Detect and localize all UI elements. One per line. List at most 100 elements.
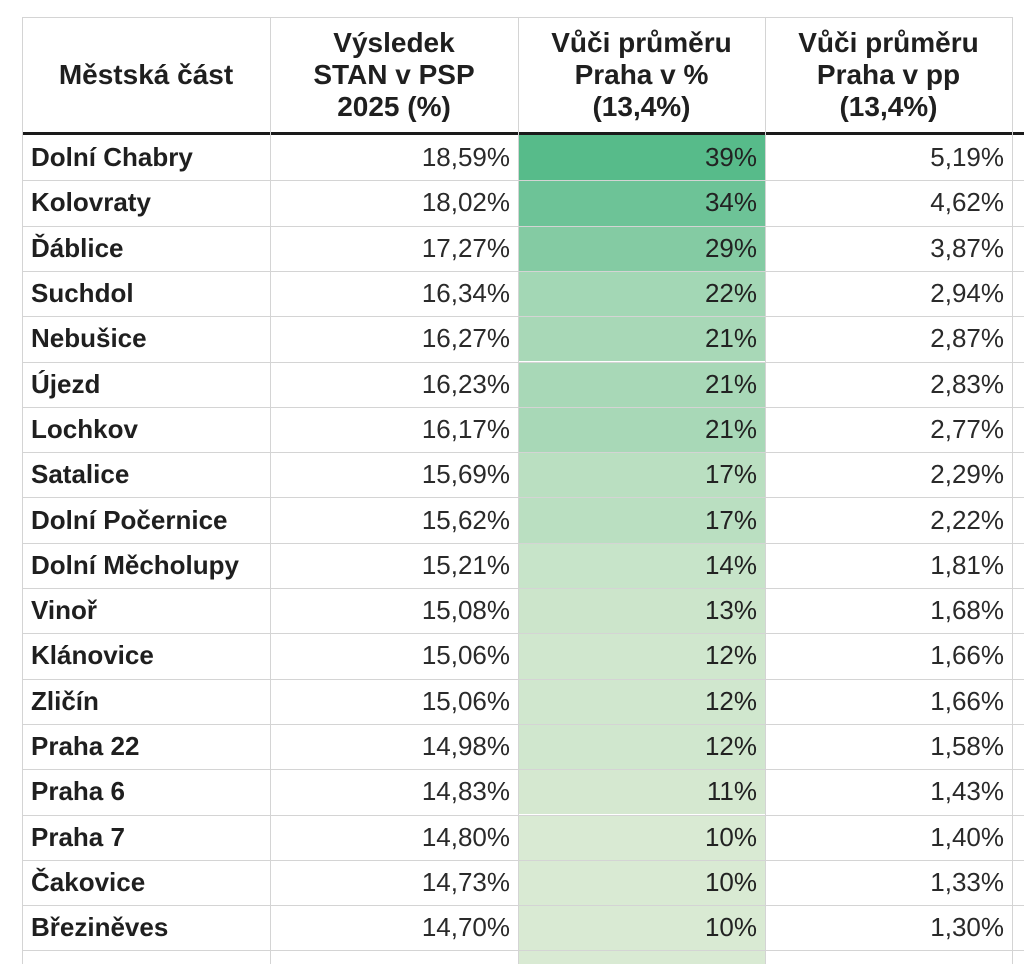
cell-result[interactable]: 15,69% (421, 459, 510, 490)
cell-vs-avg-pp[interactable]: 4,62% (930, 187, 1004, 218)
cell-district[interactable]: Praha 22 (31, 731, 140, 762)
cell-district[interactable]: Nebušice (31, 323, 147, 354)
grid-line-row (22, 407, 1024, 408)
cell-result[interactable]: 14,83% (421, 776, 510, 807)
cell-result[interactable]: 14,98% (421, 731, 510, 762)
cell-vs-avg-pct[interactable]: 10% (518, 814, 765, 860)
cell-vs-avg-pct[interactable]: 17% (518, 452, 765, 498)
cell-vs-avg-pp[interactable]: 2,29% (930, 459, 1004, 490)
cell-vs-avg-pct[interactable]: 12% (518, 633, 765, 679)
cell-vs-avg-pp[interactable]: 1,81% (930, 549, 1004, 580)
cell-vs-avg-pct[interactable]: 11% (518, 769, 765, 815)
column-header-result[interactable]: Výsledek STAN v PSP 2025 (%) (313, 27, 475, 122)
cell-result[interactable]: 15,06% (421, 685, 510, 716)
grid-line-col (765, 17, 766, 964)
cell-vs-avg-pct[interactable]: 29% (518, 225, 765, 271)
cell-vs-avg-pct[interactable]: 22% (518, 270, 765, 317)
cell-district[interactable]: Suchdol (31, 278, 134, 309)
grid-line-row (22, 815, 1024, 816)
cell-vs-avg-pp[interactable]: 1,33% (930, 866, 1004, 897)
cell-district[interactable]: Březiněves (31, 912, 169, 943)
cell-result[interactable]: 16,17% (421, 413, 510, 444)
cell-district[interactable]: Zličín (31, 685, 99, 716)
grid-line-row (22, 633, 1024, 634)
cell-vs-avg-pp[interactable]: 1,66% (930, 640, 1004, 671)
cell-district[interactable]: Újezd (31, 368, 101, 399)
cell-vs-avg-pp[interactable]: 2,87% (930, 323, 1004, 354)
grid-line-row (22, 950, 1024, 951)
cell-vs-avg-pp[interactable]: 3,87% (930, 232, 1004, 263)
cell-district[interactable]: Čakovice (31, 866, 146, 897)
grid-line-col (1012, 17, 1013, 964)
grid-line-col (22, 17, 23, 964)
column-header-vs-avg-pp[interactable]: Vůči průměru Praha v pp (13,4%) (798, 27, 979, 122)
cell-vs-avg-pp[interactable]: 2,77% (930, 413, 1004, 444)
cell-district[interactable]: Vinoř (31, 595, 97, 626)
cell-result[interactable]: 14,80% (421, 821, 510, 852)
grid-line-row (22, 226, 1024, 227)
column-header-district[interactable]: Městská část (58, 59, 234, 90)
cell-vs-avg-pp[interactable]: 1,58% (930, 731, 1004, 762)
grid-line-row (22, 180, 1024, 181)
cell-district[interactable]: Dolní Měcholupy (31, 549, 239, 580)
grid-line-row (22, 362, 1024, 363)
cell-result[interactable]: 17,27% (421, 232, 510, 263)
cell-district[interactable]: Ďáblice (31, 232, 124, 263)
grid-line-col (270, 17, 271, 964)
cell-vs-avg-pct[interactable]: 12% (518, 723, 765, 770)
grid-line-row (22, 769, 1024, 770)
cell-vs-avg-pct[interactable]: 21% (518, 361, 765, 407)
header-divider (22, 132, 1024, 135)
cell-vs-avg-pct[interactable]: 12% (518, 678, 765, 724)
cell-vs-avg-pct[interactable]: 17% (518, 497, 765, 543)
cell-district[interactable]: Praha 6 (31, 776, 125, 807)
cell-result[interactable]: 16,27% (421, 323, 510, 354)
cell-district[interactable]: Kolovraty (31, 187, 151, 218)
column-header-vs-avg-pct[interactable]: Vůči průměru Praha v % (13,4%) (551, 27, 732, 122)
grid-line-row (22, 543, 1024, 544)
grid-line-row (22, 588, 1024, 589)
grid-line-top (22, 17, 1012, 18)
cell-vs-avg-pct[interactable]: 13% (518, 588, 765, 634)
cell-district[interactable]: Satalice (31, 459, 130, 490)
cell-result[interactable]: 14,73% (421, 866, 510, 897)
cell-result[interactable]: 15,21% (421, 549, 510, 580)
cell-vs-avg-pp[interactable]: 1,43% (930, 776, 1004, 807)
cell-result[interactable]: 16,34% (421, 278, 510, 309)
grid-line-row (22, 679, 1024, 680)
grid-line-row (22, 452, 1024, 453)
cell-result[interactable]: 18,02% (421, 187, 510, 218)
cell-result[interactable]: 15,06% (421, 640, 510, 671)
cell-result[interactable]: 14,70% (421, 912, 510, 943)
cell-district[interactable]: Praha 7 (31, 821, 125, 852)
cell-vs-avg-pct-partial (518, 950, 765, 964)
cell-district[interactable]: Dolní Chabry (31, 142, 193, 173)
cell-vs-avg-pp[interactable]: 2,94% (930, 278, 1004, 309)
cell-vs-avg-pp[interactable]: 5,19% (930, 142, 1004, 173)
cell-vs-avg-pp[interactable]: 1,66% (930, 685, 1004, 716)
cell-district[interactable]: Lochkov (31, 413, 138, 444)
cell-vs-avg-pct[interactable]: 39% (518, 135, 765, 181)
cell-vs-avg-pct[interactable]: 34% (518, 180, 765, 226)
grid-line-row (22, 316, 1024, 317)
cell-vs-avg-pct[interactable]: 10% (518, 905, 765, 951)
cell-vs-avg-pp[interactable]: 2,83% (930, 368, 1004, 399)
cell-vs-avg-pp[interactable]: 1,68% (930, 595, 1004, 626)
cell-vs-avg-pp[interactable]: 1,30% (930, 912, 1004, 943)
cell-result[interactable]: 16,23% (421, 368, 510, 399)
cell-vs-avg-pp[interactable]: 2,22% (930, 504, 1004, 535)
cell-vs-avg-pp[interactable]: 1,40% (930, 821, 1004, 852)
cell-district[interactable]: Dolní Počernice (31, 504, 228, 535)
grid-line-row (22, 860, 1024, 861)
cell-result[interactable]: 18,59% (421, 142, 510, 173)
grid-line-row (22, 497, 1024, 498)
cell-district[interactable]: Klánovice (31, 640, 154, 671)
cell-vs-avg-pct[interactable]: 21% (518, 316, 765, 362)
cell-vs-avg-pct[interactable]: 21% (518, 406, 765, 453)
grid-line-row (22, 271, 1024, 272)
cell-result[interactable]: 15,08% (421, 595, 510, 626)
cell-vs-avg-pct[interactable]: 10% (518, 859, 765, 906)
cell-vs-avg-pct[interactable]: 14% (518, 542, 765, 588)
cell-result[interactable]: 15,62% (421, 504, 510, 535)
